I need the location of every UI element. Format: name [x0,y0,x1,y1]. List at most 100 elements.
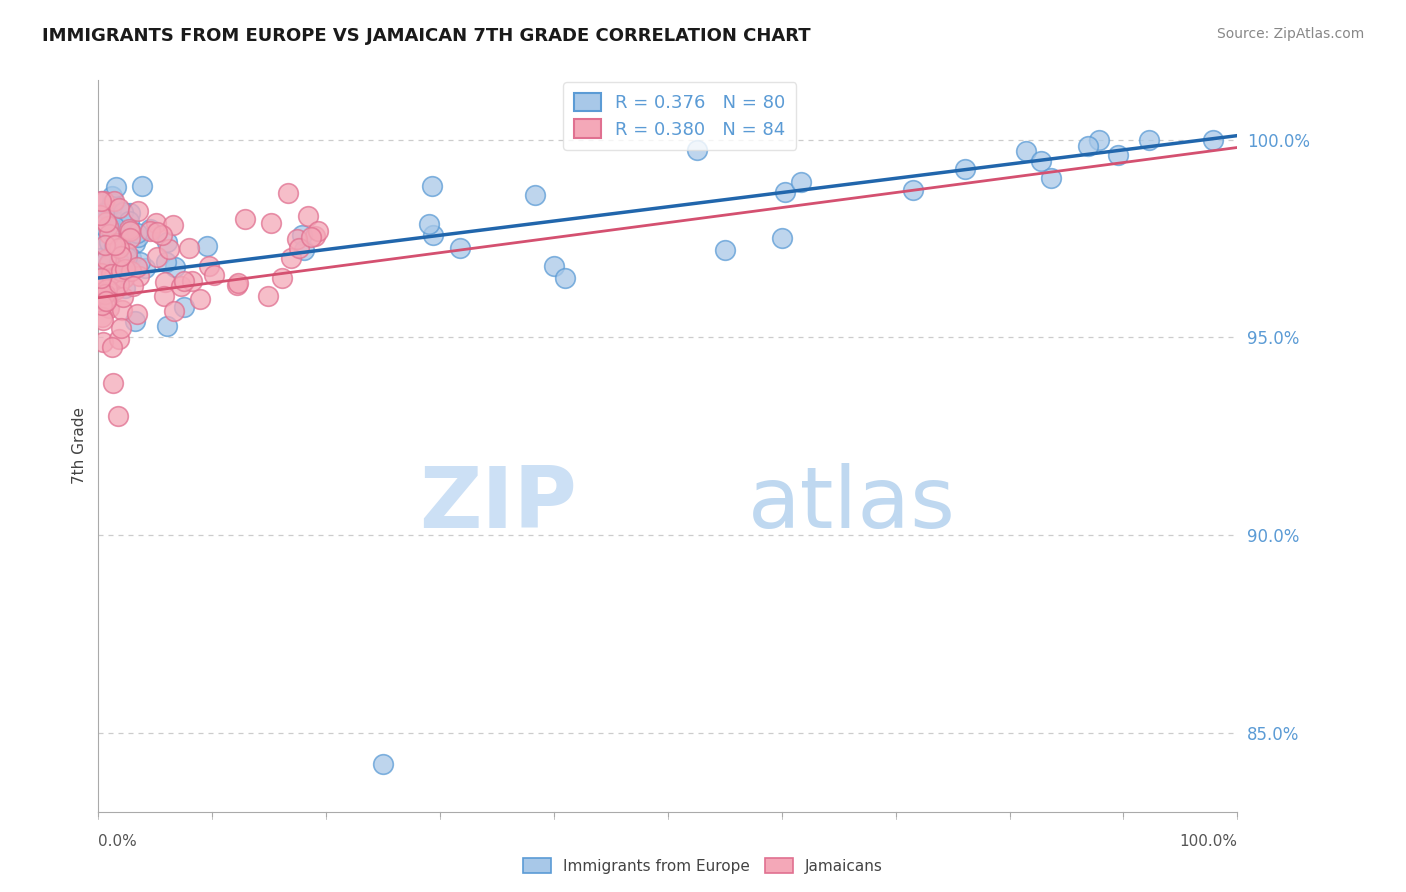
Point [1202,132,1225,146]
Point [127,260,149,275]
Point [307,225,329,239]
Point [1015,145,1038,159]
Point [96,293,118,308]
Text: ZIP: ZIP [419,463,576,546]
Text: 0.0%: 0.0% [98,834,138,849]
Text: atlas: atlas [748,463,956,546]
Point [304,228,326,243]
Point [120,252,142,266]
Point [129,255,152,269]
Point [108,333,131,347]
Point [101,376,124,391]
Point [91,334,114,349]
Point [105,221,128,235]
Point [97,301,120,315]
Point [202,268,225,282]
Point [91,279,114,293]
Point [1107,148,1129,162]
Point [118,214,141,228]
Point [110,235,132,250]
Point [108,241,131,255]
Point [156,318,179,333]
Point [297,209,319,223]
Point [714,244,737,258]
Point [118,221,141,235]
Point [98,235,121,250]
Point [163,303,186,318]
Point [101,188,124,202]
Point [125,226,148,240]
Point [127,204,149,219]
Point [98,256,121,270]
Point [114,262,136,277]
Point [139,224,162,238]
Point [177,242,200,256]
Point [145,251,167,265]
Point [114,281,136,295]
Point [770,231,793,245]
Point [93,278,115,293]
Point [1137,132,1160,146]
Point [107,215,129,229]
Point [96,292,118,306]
Point [259,216,281,230]
Point [100,223,122,237]
Point [101,340,124,354]
Text: 100.0%: 100.0% [1180,834,1237,849]
Point [118,231,141,245]
Point [146,226,169,240]
Point [90,271,112,285]
Point [94,286,117,301]
Point [163,260,186,274]
Point [104,277,127,292]
Point [450,241,472,255]
Point [107,244,129,258]
Point [108,229,131,244]
Point [420,178,443,193]
Point [89,251,111,265]
Point [190,292,212,306]
Point [97,258,120,272]
Point [96,203,118,218]
Point [543,259,565,273]
Point [124,235,146,250]
Point [120,224,142,238]
Point [100,267,122,281]
Point [97,277,120,292]
Point [1088,132,1111,146]
Point [94,215,117,229]
Text: IMMIGRANTS FROM EUROPE VS JAMAICAN 7TH GRADE CORRELATION CHART: IMMIGRANTS FROM EUROPE VS JAMAICAN 7TH G… [42,27,811,45]
Point [90,295,112,310]
Point [110,249,132,263]
Point [108,255,131,269]
Point [277,186,299,200]
Point [139,221,162,235]
Point [118,206,141,220]
Point [173,300,195,314]
Text: Source: ZipAtlas.com: Source: ZipAtlas.com [1216,27,1364,41]
Point [128,268,150,283]
Point [198,259,221,273]
Point [292,244,315,258]
Point [422,227,444,242]
Point [145,216,167,230]
Point [270,270,292,285]
Point [1029,153,1052,168]
Point [100,196,122,211]
Point [111,290,134,304]
Point [127,229,149,244]
Point [91,312,114,326]
Point [107,220,129,235]
Point [94,220,117,235]
Point [97,219,120,234]
Point [104,237,127,252]
Point [107,409,129,424]
Point [96,282,118,296]
Point [104,235,127,250]
Point [523,187,546,202]
Point [94,284,117,298]
Point [280,252,302,266]
Point [155,255,177,269]
Point [104,235,127,250]
Point [110,220,132,235]
